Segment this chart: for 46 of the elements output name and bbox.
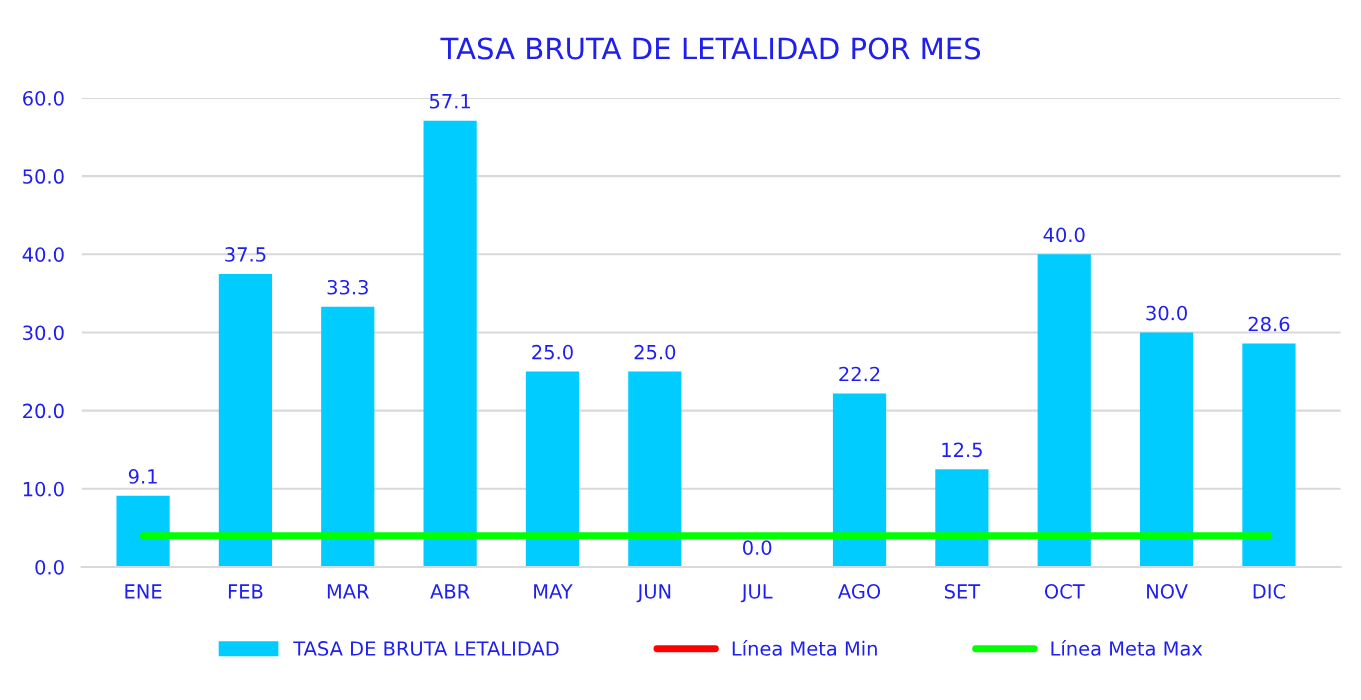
data-label: 28.6	[1248, 316, 1290, 332]
x-tick-label: MAR	[327, 584, 370, 599]
y-tick-label: 20.0	[23, 403, 64, 419]
bar	[1139, 332, 1194, 567]
x-tick-label: OCT	[1044, 584, 1085, 599]
bar	[935, 469, 989, 567]
bar	[218, 273, 273, 567]
x-tick-label: NOV	[1147, 584, 1188, 599]
bar	[321, 306, 375, 567]
x-tick-label: MAY	[534, 584, 573, 599]
y-tick-label: 0.0	[35, 559, 64, 575]
data-label: 22.2	[839, 366, 880, 382]
data-label: 0.0	[743, 540, 772, 555]
x-tick-label: SET	[944, 584, 981, 599]
x-tick-label: DIC	[1253, 584, 1286, 599]
x-tick-label: FEB	[228, 584, 263, 599]
bar	[628, 371, 682, 567]
legend-label: TASA DE BRUTA LETALIDAD	[293, 641, 559, 656]
data-label: 25.0	[532, 344, 573, 360]
data-label: 30.0	[1146, 305, 1187, 321]
data-label: 37.5	[225, 247, 266, 262]
bar	[525, 371, 580, 567]
data-label: 12.5	[942, 442, 982, 458]
x-tick-label: JUL	[740, 584, 773, 603]
bar	[423, 120, 477, 567]
data-label: 57.1	[429, 94, 470, 109]
bar	[832, 393, 887, 567]
legend-label: Línea Meta Min	[732, 640, 877, 656]
data-label: 40.0	[1043, 227, 1085, 243]
y-tick-label: 50.0	[23, 169, 64, 184]
x-tick-label: ABR	[430, 584, 470, 599]
bar	[1037, 254, 1091, 567]
x-tick-label: ENE	[125, 584, 162, 599]
y-tick-label: 10.0	[23, 481, 64, 497]
data-label: 9.1	[128, 469, 157, 484]
y-tick-label: 40.0	[22, 247, 64, 262]
y-tick-label: 60.0	[23, 90, 64, 106]
data-label: 33.3	[327, 279, 368, 295]
legend-label: Línea Meta Max	[1051, 640, 1203, 656]
bar	[1242, 343, 1296, 567]
x-tick-label: AGO	[838, 584, 881, 599]
bar	[116, 495, 170, 567]
x-tick-label: JUN	[636, 584, 671, 603]
data-label: 25.0	[634, 344, 676, 360]
y-tick-label: 30.0	[23, 325, 64, 341]
chart-title: TASA BRUTA DE LETALIDAD POR MES	[440, 37, 981, 60]
